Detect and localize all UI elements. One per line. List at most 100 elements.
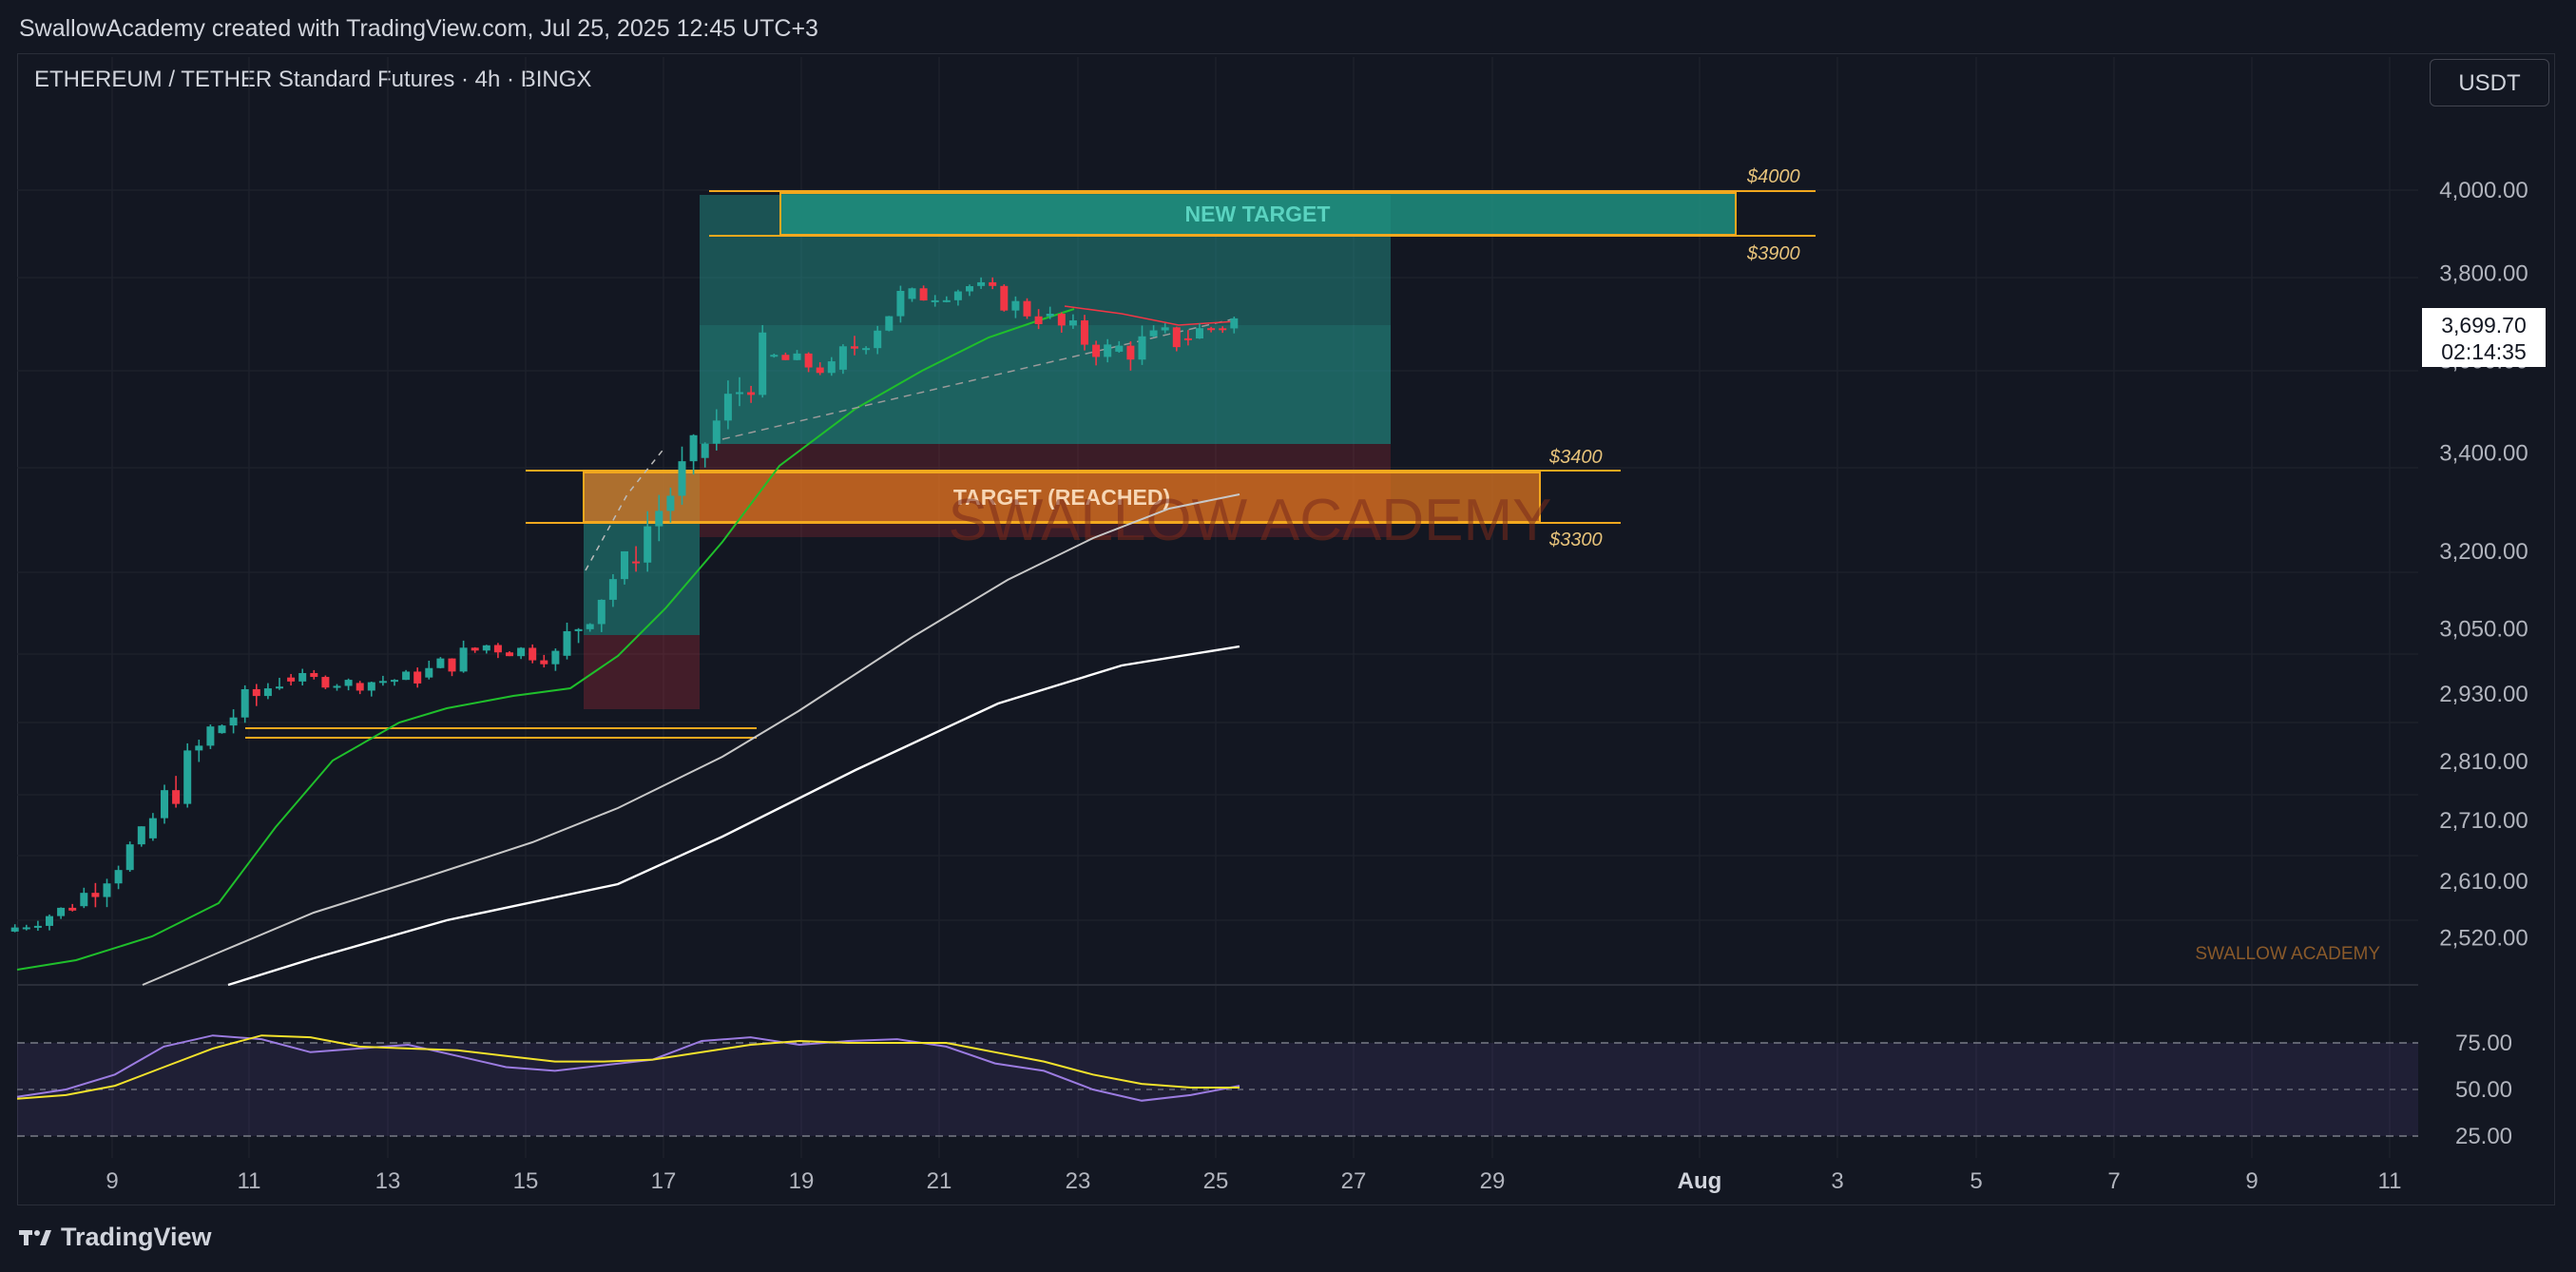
candle-body[interactable] [46, 915, 53, 926]
new-target-zone[interactable]: NEW TARGET $4000 $3900 [709, 166, 1816, 264]
candle-body[interactable] [966, 286, 973, 292]
candle-body[interactable] [276, 686, 283, 689]
candle-body[interactable] [344, 680, 353, 686]
candle-body[interactable] [563, 630, 571, 656]
candle-body[interactable] [206, 726, 215, 746]
candle-body[interactable] [125, 844, 134, 871]
candle-body[interactable] [678, 461, 686, 496]
candle-body[interactable] [1046, 313, 1054, 317]
candle-body[interactable] [195, 745, 203, 751]
candle-body[interactable] [1196, 328, 1203, 339]
candle-body[interactable] [862, 348, 871, 351]
candle-body[interactable] [482, 645, 490, 651]
candle-body[interactable] [413, 671, 422, 684]
candle-body[interactable] [827, 361, 836, 374]
support-lines[interactable] [245, 727, 757, 739]
candle-body[interactable] [736, 392, 743, 395]
candle-body[interactable] [529, 647, 537, 661]
candle-body[interactable] [644, 526, 652, 563]
candle-body[interactable] [793, 353, 801, 360]
candle-body[interactable] [919, 288, 928, 301]
candle-body[interactable] [1172, 327, 1181, 348]
candle-body[interactable] [931, 299, 939, 302]
candle-body[interactable] [506, 652, 513, 657]
candle-body[interactable] [356, 683, 364, 691]
candle-body[interactable] [874, 330, 882, 349]
candle-body[interactable] [229, 717, 238, 726]
candle-body[interactable] [493, 645, 502, 653]
candle-body[interactable] [91, 893, 100, 897]
candle-body[interactable] [759, 332, 767, 395]
candle-body[interactable] [378, 681, 387, 684]
candle-body[interactable] [1034, 316, 1043, 324]
candle-body[interactable] [896, 290, 905, 317]
candle-body[interactable] [1068, 320, 1077, 326]
candle-body[interactable] [747, 392, 756, 395]
candle-body[interactable] [517, 647, 526, 657]
candle-body[interactable] [252, 688, 260, 697]
candle-body[interactable] [1149, 330, 1158, 337]
candle-body[interactable] [666, 495, 675, 511]
candle-body[interactable] [770, 355, 779, 357]
candle-body[interactable] [298, 672, 307, 682]
candle-body[interactable] [471, 647, 479, 651]
candle-body[interactable] [851, 346, 858, 349]
candle-body[interactable] [10, 927, 19, 932]
candle-body[interactable] [1081, 320, 1088, 345]
candle-body[interactable] [137, 826, 145, 845]
candle-body[interactable] [816, 367, 824, 374]
candle-body[interactable] [586, 624, 594, 629]
currency-button[interactable]: USDT [2430, 59, 2549, 106]
candle-body[interactable] [367, 682, 375, 691]
candle-body[interactable] [655, 511, 663, 527]
candle-body[interactable] [161, 790, 168, 819]
candle-body[interactable] [1207, 328, 1216, 331]
candle-body[interactable] [597, 599, 606, 625]
candle-body[interactable] [551, 650, 560, 665]
candle-body[interactable] [540, 660, 548, 665]
candle-body[interactable] [1138, 336, 1146, 360]
candle-body[interactable] [621, 550, 628, 580]
candle-body[interactable] [172, 790, 181, 804]
chart-frame[interactable] [17, 53, 2555, 1205]
candle-body[interactable] [287, 677, 296, 682]
target-reached-zone[interactable]: TARGET (REACHED) $3400 $3300 [526, 447, 1621, 550]
candle-body[interactable] [402, 671, 411, 681]
candle-body[interactable] [459, 647, 468, 672]
rsi-pane[interactable] [16, 1034, 2418, 1137]
candle-body[interactable] [989, 281, 997, 286]
candle-body[interactable] [701, 443, 709, 458]
candle-body[interactable] [1057, 313, 1066, 326]
candle-body[interactable] [908, 288, 916, 299]
candle-body[interactable] [22, 927, 30, 930]
candle-body[interactable] [80, 893, 88, 907]
candle-body[interactable] [310, 672, 318, 678]
candle-body[interactable] [1219, 328, 1227, 331]
candle-body[interactable] [57, 907, 66, 916]
candle-body[interactable] [1092, 344, 1101, 357]
candle-body[interactable] [781, 355, 790, 360]
candle-body[interactable] [953, 291, 962, 300]
candle-body[interactable] [689, 434, 698, 462]
candles-group[interactable] [10, 277, 1239, 933]
candle-body[interactable] [321, 677, 330, 688]
moving-averages[interactable] [16, 305, 1240, 987]
candle-body[interactable] [218, 725, 226, 734]
candle-body[interactable] [838, 346, 847, 370]
candle-body[interactable] [723, 394, 732, 421]
candle-body[interactable] [1230, 318, 1239, 329]
time-axis[interactable]: 9 11 13 15 17 19 21 23 25 27 29 Aug 3 5 7 9 11 [106, 1168, 2401, 1194]
candle-body[interactable] [1023, 300, 1031, 317]
candle-body[interactable] [574, 628, 583, 631]
candle-body[interactable] [885, 316, 894, 331]
candle-body[interactable] [1183, 337, 1192, 340]
candle-body[interactable] [1126, 345, 1135, 360]
candle-body[interactable] [148, 818, 157, 838]
candle-body[interactable] [114, 870, 123, 884]
tradingview-logo[interactable]: TradingView [19, 1223, 212, 1252]
price-axis[interactable]: 4,000.003,800.003,600.003,400.003,200.00… [2439, 178, 2528, 952]
rsi-axis[interactable]: 75.00 50.00 25.00 [2455, 1031, 2512, 1149]
candle-body[interactable] [977, 281, 986, 286]
candle-body[interactable] [103, 883, 111, 897]
